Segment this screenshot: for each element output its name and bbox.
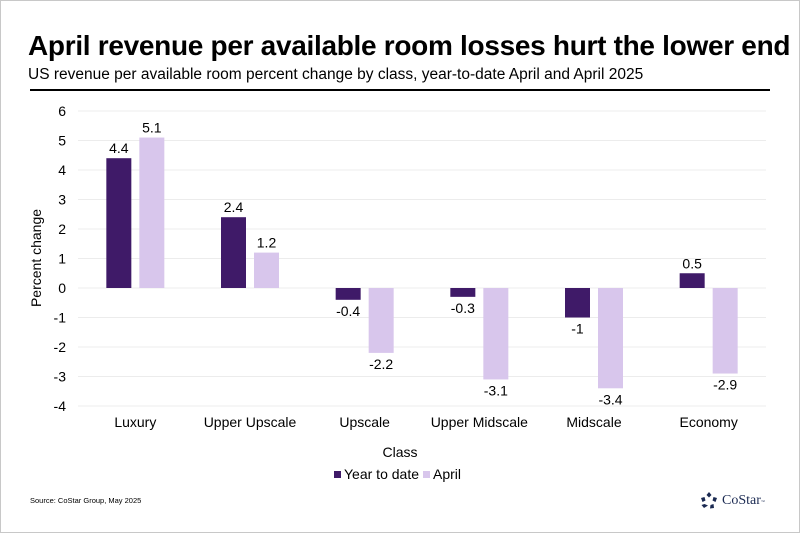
bar-year-to-date (221, 217, 246, 288)
data-label: -1 (571, 321, 584, 337)
data-label: -2.2 (369, 356, 393, 372)
data-label: 2.4 (224, 199, 244, 215)
y-tick-label: 3 (58, 192, 66, 208)
data-label: 0.5 (682, 255, 702, 271)
x-tick-label: Luxury (114, 414, 156, 430)
bar-year-to-date (335, 288, 361, 300)
bar-april (139, 137, 165, 288)
legend-swatch-april (423, 471, 430, 478)
bar-year-to-date (450, 288, 476, 297)
bar-april (598, 288, 623, 389)
y-tick-label: 6 (58, 103, 66, 119)
legend-swatch-year-to-date (334, 471, 341, 478)
y-tick-label: 2 (58, 221, 66, 237)
y-axis-label: Percent change (28, 209, 44, 307)
bar-year-to-date (106, 158, 132, 288)
bar-april (712, 288, 738, 374)
source-note: Source: CoStar Group, May 2025 (30, 496, 142, 505)
y-tick-label: -4 (54, 398, 67, 414)
bar-april (254, 252, 279, 288)
bar-april (483, 288, 509, 380)
bar-year-to-date (565, 288, 590, 318)
data-labels: 4.4 5.1 2.4 1.2 -0.4 -2.2 -0.3 -3.1 -1 -3.4 0.5 -2.… (109, 120, 737, 408)
y-axis-ticks: 6 5 4 3 2 1 0 -1 -2 -3 -4 (54, 103, 67, 414)
y-tick-label: 0 (58, 280, 66, 296)
y-tick-label: -3 (54, 369, 67, 385)
data-label: -3.1 (484, 382, 508, 398)
x-tick-label: Upscale (339, 414, 390, 430)
legend-label: April (433, 466, 461, 482)
data-label: -0.4 (336, 303, 360, 319)
costar-logo: CoStar ™ (700, 492, 765, 510)
title-divider (30, 89, 770, 91)
legend-label: Year to date (344, 466, 419, 482)
data-label: -3.4 (598, 391, 622, 407)
y-tick-label: 1 (58, 251, 66, 267)
x-axis-ticks: Luxury Upper Upscale Upscale Upper Midscale… (114, 414, 738, 430)
x-tick-label: Upper Midscale (431, 414, 528, 430)
costar-logo-text: CoStar (722, 493, 761, 508)
bar-year-to-date (679, 273, 705, 288)
x-tick-label: Upper Upscale (204, 414, 297, 430)
gridlines (78, 110, 766, 407)
data-label: 4.4 (109, 140, 129, 156)
y-tick-label: 5 (58, 133, 66, 149)
legend: Year to date April (334, 466, 461, 482)
y-tick-label: 4 (58, 162, 66, 178)
data-label: -2.9 (713, 377, 737, 393)
data-label: 1.2 (257, 235, 277, 251)
trademark: ™ (760, 498, 765, 504)
bars (106, 137, 738, 389)
bar-april (368, 288, 394, 353)
x-tick-label: Midscale (566, 414, 621, 430)
chart-subtitle: US revenue per available room percent ch… (28, 66, 644, 83)
chart-title: April revenue per available room losses … (28, 30, 791, 61)
costar-star-icon (701, 492, 717, 509)
data-label: -0.3 (451, 300, 475, 316)
y-tick-label: -1 (54, 310, 67, 326)
x-axis-label: Class (382, 444, 417, 460)
data-label: 5.1 (142, 120, 162, 136)
y-tick-label: -2 (54, 339, 67, 355)
x-tick-label: Economy (679, 414, 737, 430)
